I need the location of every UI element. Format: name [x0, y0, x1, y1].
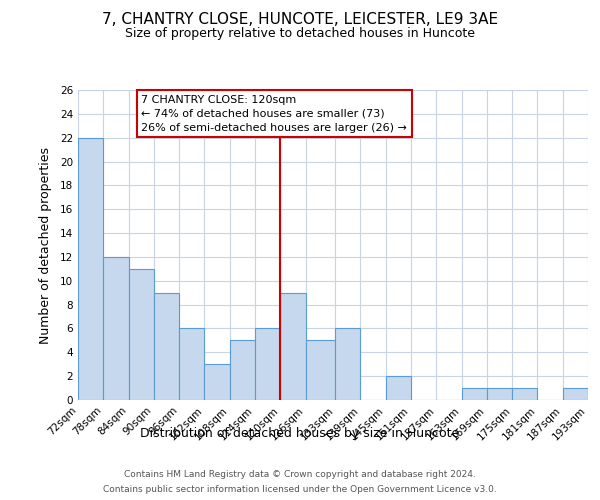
- Bar: [205, 364, 230, 400]
- Bar: [255, 328, 280, 400]
- Bar: [280, 292, 305, 400]
- Bar: [230, 340, 255, 400]
- Bar: [179, 328, 205, 400]
- Text: Distribution of detached houses by size in Huncote: Distribution of detached houses by size …: [140, 428, 460, 440]
- Bar: [386, 376, 411, 400]
- Bar: [305, 340, 335, 400]
- Bar: [461, 388, 487, 400]
- Y-axis label: Number of detached properties: Number of detached properties: [38, 146, 52, 344]
- Text: Contains public sector information licensed under the Open Government Licence v3: Contains public sector information licen…: [103, 485, 497, 494]
- Bar: [563, 388, 588, 400]
- Text: 7, CHANTRY CLOSE, HUNCOTE, LEICESTER, LE9 3AE: 7, CHANTRY CLOSE, HUNCOTE, LEICESTER, LE…: [102, 12, 498, 28]
- Bar: [78, 138, 103, 400]
- Bar: [487, 388, 512, 400]
- Text: Contains HM Land Registry data © Crown copyright and database right 2024.: Contains HM Land Registry data © Crown c…: [124, 470, 476, 479]
- Text: Size of property relative to detached houses in Huncote: Size of property relative to detached ho…: [125, 28, 475, 40]
- Bar: [154, 292, 179, 400]
- Bar: [335, 328, 361, 400]
- Bar: [512, 388, 538, 400]
- Bar: [103, 257, 128, 400]
- Bar: [128, 269, 154, 400]
- Text: 7 CHANTRY CLOSE: 120sqm
← 74% of detached houses are smaller (73)
26% of semi-de: 7 CHANTRY CLOSE: 120sqm ← 74% of detache…: [141, 95, 407, 133]
